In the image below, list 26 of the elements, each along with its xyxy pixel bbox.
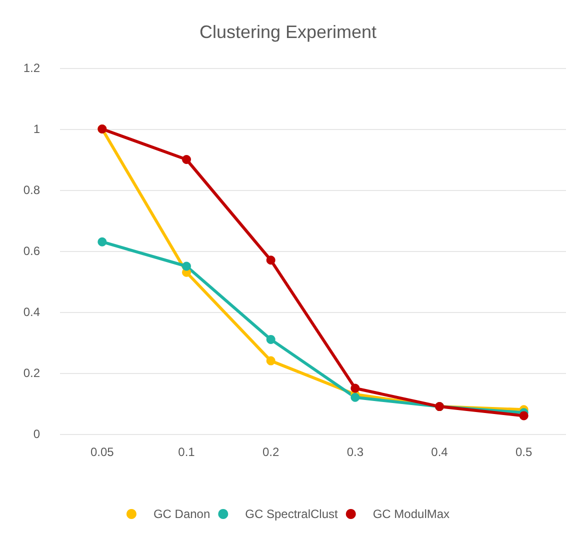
point [350, 392, 360, 402]
point [182, 262, 191, 271]
y-tick-label: 0 [33, 427, 40, 441]
x-tick-label: 0.5 [515, 445, 532, 459]
y-tick-label: 0.8 [23, 183, 40, 197]
chart-title: Clustering Experiment [199, 22, 377, 42]
y-tick-label: 1 [33, 122, 40, 136]
point [266, 356, 276, 366]
x-tick-label: 0.2 [262, 445, 280, 459]
legend-label: GC SpectralClust [245, 507, 339, 521]
point [266, 256, 276, 265]
x-tick-label: 0.1 [178, 445, 196, 459]
point [350, 384, 360, 393]
legend-label: GC ModulMax [372, 507, 450, 521]
y-tick-label: 1.2 [23, 61, 40, 75]
point [266, 334, 276, 344]
point [182, 155, 191, 164]
y-tick-label: 0.2 [23, 366, 40, 380]
y-tick-label: 0.4 [23, 305, 40, 319]
legend-label: GC Danon [153, 507, 210, 521]
y-tick-label: 0.6 [23, 244, 40, 258]
point [98, 237, 107, 246]
point [519, 411, 528, 420]
x-tick-label: 0.05 [90, 445, 114, 459]
x-tick-label: 0.4 [431, 445, 448, 459]
x-tick-label: 0.3 [346, 445, 364, 459]
